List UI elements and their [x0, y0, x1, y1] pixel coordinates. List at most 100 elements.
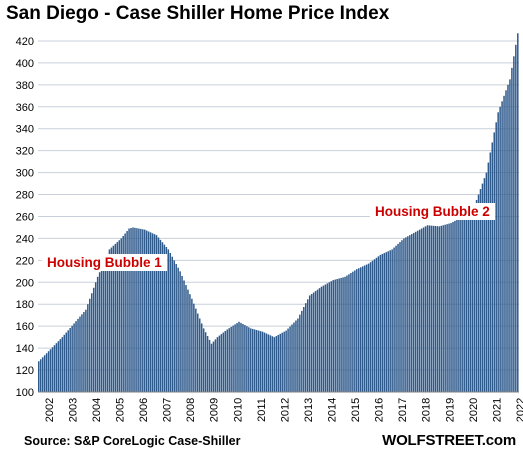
bar	[206, 336, 209, 392]
bar	[299, 314, 301, 392]
bar	[222, 332, 225, 392]
bar	[511, 67, 513, 392]
bar	[432, 225, 435, 392]
bar	[499, 106, 501, 392]
bar	[352, 271, 354, 392]
bar	[301, 310, 303, 392]
bar	[336, 279, 338, 392]
bar	[356, 269, 358, 392]
bar	[275, 336, 278, 392]
bar	[177, 267, 179, 392]
bar	[75, 321, 77, 392]
bar	[234, 324, 236, 392]
bar	[173, 260, 175, 392]
bar	[114, 243, 117, 392]
x-tick-label: 2013	[303, 398, 315, 422]
bar	[45, 353, 48, 392]
bar	[297, 318, 299, 392]
bar	[57, 341, 60, 392]
bar	[269, 335, 272, 392]
bar	[240, 322, 242, 392]
bar	[181, 275, 183, 392]
bar	[481, 183, 484, 392]
bar	[200, 323, 203, 392]
bar	[242, 323, 244, 392]
bar	[112, 245, 115, 392]
bar	[479, 189, 482, 392]
bar	[41, 357, 44, 392]
bar	[467, 211, 470, 392]
bar	[330, 281, 333, 392]
bar	[289, 326, 291, 392]
bar	[334, 279, 336, 392]
x-tick-label: 2003	[67, 398, 79, 422]
bar	[151, 233, 154, 392]
bar	[265, 333, 268, 392]
bar	[411, 234, 413, 392]
bar	[485, 172, 488, 392]
bar	[409, 235, 411, 392]
bar	[128, 228, 130, 392]
bar	[363, 265, 366, 392]
bar	[87, 304, 89, 392]
bar	[212, 341, 215, 392]
bar	[387, 251, 389, 392]
bar	[163, 244, 166, 392]
bar	[344, 276, 346, 392]
y-tick-label: 180	[16, 299, 34, 311]
bar	[405, 237, 407, 392]
bar	[250, 328, 252, 392]
x-tick-label: 2004	[91, 398, 103, 422]
bar	[358, 268, 360, 392]
bar	[385, 252, 388, 392]
bar	[361, 266, 364, 392]
bar	[63, 334, 66, 392]
bar	[283, 331, 285, 392]
bar	[165, 247, 168, 392]
bar	[120, 238, 122, 392]
y-tick-label: 140	[16, 343, 34, 355]
y-tick-label: 320	[16, 146, 34, 158]
bar	[469, 209, 472, 392]
bar	[47, 351, 50, 392]
bar	[130, 228, 132, 392]
bar	[495, 122, 497, 392]
bar	[332, 280, 334, 392]
bar	[381, 253, 384, 392]
bar	[77, 318, 79, 392]
bar	[515, 44, 517, 393]
bar	[306, 299, 309, 392]
bar	[418, 229, 421, 392]
bar	[142, 229, 144, 392]
bar	[191, 298, 193, 392]
bar	[118, 240, 120, 392]
bar	[401, 240, 403, 392]
y-tick-label: 160	[16, 321, 34, 333]
bar	[450, 223, 452, 392]
bar	[310, 294, 313, 392]
bar	[464, 214, 466, 392]
bar	[465, 212, 468, 392]
bar	[153, 234, 156, 392]
bar	[224, 331, 227, 392]
bar	[348, 274, 350, 392]
bar	[53, 345, 56, 392]
bar	[155, 235, 158, 392]
bar	[134, 227, 136, 392]
bar	[414, 231, 417, 392]
y-tick-label: 240	[16, 233, 34, 245]
x-tick-label: 2014	[327, 398, 339, 422]
bar	[238, 321, 240, 392]
bar	[81, 314, 83, 392]
x-tick-label: 2017	[397, 398, 409, 422]
bar	[487, 162, 490, 392]
bar	[59, 339, 62, 392]
bar	[161, 242, 164, 392]
x-tick-label: 2007	[162, 398, 174, 422]
bar	[261, 331, 264, 392]
bar	[157, 237, 160, 392]
bar	[395, 245, 397, 392]
bar	[267, 334, 270, 392]
bar	[422, 227, 425, 392]
bar	[285, 330, 287, 392]
